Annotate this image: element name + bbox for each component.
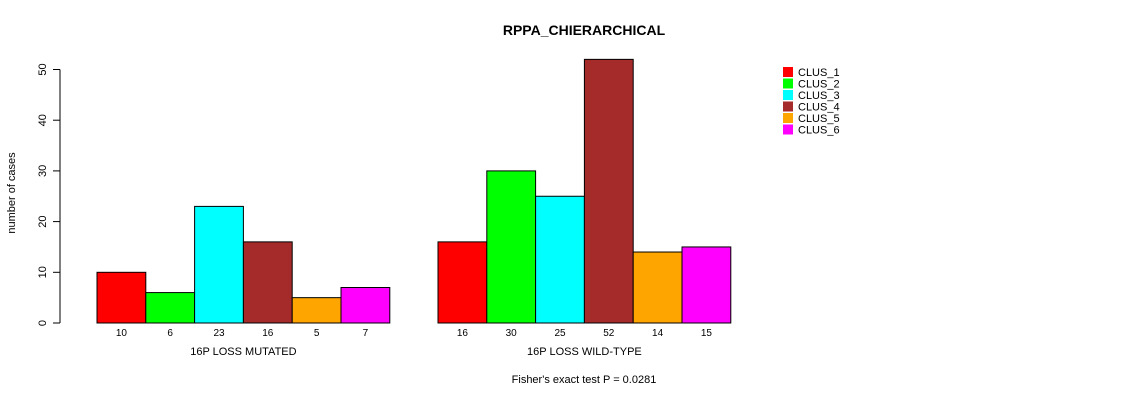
bar xyxy=(291,297,342,324)
y-tick-label: 30 xyxy=(37,165,49,177)
y-axis-label: number of cases xyxy=(6,152,18,234)
bar-group: 16 30 25 52 14 15 16P LOSS WILD-TYPE xyxy=(437,58,732,358)
legend-swatch xyxy=(783,78,793,89)
bar-groups: 10 6 23 16 5 7 16P LOSS MUTATED 16 30 25 52 14 15 16P… xyxy=(96,58,732,358)
group-label: 16P LOSS WILD-TYPE xyxy=(527,346,642,358)
bar-count-label: 52 xyxy=(603,328,615,339)
bar xyxy=(242,241,293,324)
bar-count-label: 23 xyxy=(213,328,225,339)
legend-swatch xyxy=(783,101,793,112)
legend-label: CLUS_4 xyxy=(798,102,840,114)
bar xyxy=(583,58,634,324)
legend-label: CLUS_1 xyxy=(798,67,840,79)
bar xyxy=(194,205,244,324)
fisher-test-note: Fisher's exact test P = 0.0281 xyxy=(512,374,657,386)
bar-count-label: 16 xyxy=(262,328,274,339)
bar xyxy=(632,251,683,324)
bar-count-label: 7 xyxy=(363,328,369,339)
bar xyxy=(145,292,196,324)
legend-label: CLUS_2 xyxy=(798,79,840,91)
legend-swatch xyxy=(783,90,793,100)
bar-count-label: 25 xyxy=(554,328,566,339)
y-tick-label: 10 xyxy=(37,266,49,278)
bar-count-label: 30 xyxy=(506,328,518,339)
legend-label: CLUS_6 xyxy=(798,125,840,137)
bar xyxy=(437,241,488,324)
legend-swatch xyxy=(783,67,793,77)
bar-count-label: 6 xyxy=(167,328,173,339)
bar xyxy=(340,287,391,324)
y-axis: 0 10 20 30 40 50 xyxy=(37,63,61,326)
bar-count-label: 14 xyxy=(652,328,664,339)
legend-swatch xyxy=(783,124,793,135)
bar-count-label: 15 xyxy=(701,328,713,339)
y-tick-label: 0 xyxy=(37,320,49,326)
y-tick-label: 40 xyxy=(37,114,49,126)
bar xyxy=(535,195,585,324)
bar-group: 10 6 23 16 5 7 16P LOSS MUTATED xyxy=(96,205,391,358)
legend-label: CLUS_5 xyxy=(798,113,840,125)
bar-count-label: 5 xyxy=(314,328,320,339)
group-label: 16P LOSS MUTATED xyxy=(190,346,296,358)
bar-count-label: 16 xyxy=(457,328,469,339)
chart-title: RPPA_CHIERARCHICAL xyxy=(503,22,666,38)
bar xyxy=(96,271,147,324)
bar-count-label: 10 xyxy=(116,328,128,339)
bar xyxy=(681,246,732,324)
bar xyxy=(486,170,537,324)
legend-swatch xyxy=(783,113,793,123)
y-tick-label: 20 xyxy=(37,215,49,227)
legend-label: CLUS_3 xyxy=(798,90,840,102)
y-tick-label: 50 xyxy=(37,63,49,75)
